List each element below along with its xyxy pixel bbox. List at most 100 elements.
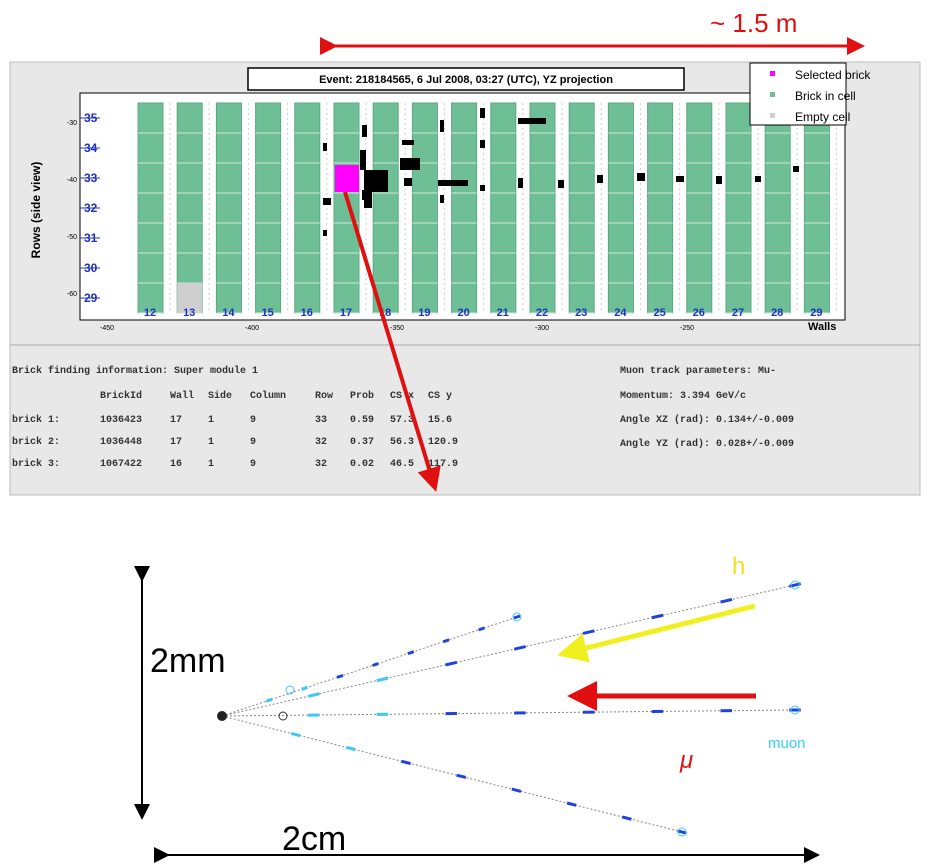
- table-cell: brick 1:: [12, 414, 60, 426]
- brick-column: [687, 103, 712, 313]
- y-tick-label: -30: [67, 120, 77, 127]
- wall-label: 13: [183, 307, 195, 319]
- y-axis-label: Rows (side view): [29, 162, 43, 259]
- table-cell: 15.6: [428, 415, 452, 426]
- wall-label: 22: [536, 307, 548, 319]
- brick-column: [726, 103, 751, 313]
- segment: [337, 675, 343, 677]
- wall-label: 19: [418, 307, 430, 319]
- wall-label: 20: [457, 307, 469, 319]
- brick-column: [452, 103, 477, 313]
- hit: [402, 140, 414, 145]
- table-cell: 1: [208, 437, 214, 448]
- brick-column: [569, 103, 594, 313]
- segment: [622, 817, 631, 819]
- hit: [518, 178, 523, 188]
- brick-column: [608, 103, 633, 313]
- brick-column: [177, 103, 202, 313]
- table-cell: 46.5: [390, 459, 414, 470]
- x-tick-label: -400: [245, 325, 259, 332]
- table-header: Row: [315, 391, 333, 402]
- segment: [346, 747, 355, 749]
- legend-label: Brick in cell: [795, 89, 856, 103]
- table-cell: 9: [250, 437, 256, 448]
- table-cell: 0.02: [350, 459, 374, 470]
- segment: [308, 694, 319, 697]
- selected-brick: [335, 165, 359, 192]
- brick-column: [530, 103, 555, 313]
- hit: [480, 108, 485, 118]
- y-tick-label: -60: [67, 291, 77, 298]
- segment: [457, 775, 466, 777]
- segment: [401, 761, 410, 763]
- hit: [755, 176, 761, 182]
- brick-column: [295, 103, 320, 313]
- hit: [323, 143, 327, 151]
- hit: [323, 198, 331, 205]
- legend-swatch: [770, 92, 775, 97]
- wall-label: 23: [575, 307, 587, 319]
- hit: [716, 176, 722, 184]
- wall-label: 27: [732, 307, 744, 319]
- table-cell: 17: [170, 415, 182, 426]
- hit: [438, 180, 468, 186]
- wall-label: 17: [340, 307, 352, 319]
- table-cell: 117.9: [428, 459, 458, 470]
- hit: [558, 180, 564, 188]
- x-tick-label: -300: [535, 325, 549, 332]
- hit: [440, 120, 444, 132]
- table-cell: 1036448: [100, 437, 142, 448]
- brick-column: [412, 103, 437, 313]
- segment: [291, 733, 300, 735]
- x-tick-label: -350: [390, 325, 404, 332]
- y-tick-label: -40: [67, 177, 77, 184]
- segment: [408, 652, 414, 654]
- segment: [302, 687, 308, 689]
- table-cell: 1036423: [100, 415, 142, 426]
- h-label: h: [732, 553, 745, 580]
- wall-label: 16: [301, 307, 313, 319]
- hit: [637, 173, 645, 181]
- segment: [372, 664, 378, 666]
- brick-column: [256, 103, 281, 313]
- scale-label: ~ 1.5 m: [710, 8, 797, 38]
- table-header: Wall: [170, 390, 194, 402]
- table-title: Brick finding information: Super module …: [12, 365, 258, 377]
- wall-label: 26: [693, 307, 705, 319]
- wall-label: 21: [497, 307, 509, 319]
- hit: [440, 195, 444, 203]
- table-cell: brick 3:: [12, 458, 60, 470]
- muon-label: muon: [768, 735, 806, 752]
- wall-label: 28: [771, 307, 783, 319]
- brick-column: [373, 103, 398, 313]
- x-axis-label: Walls: [808, 321, 836, 333]
- brick-column: [648, 103, 673, 313]
- table-cell: brick 2:: [12, 436, 60, 448]
- table-cell: 9: [250, 459, 256, 470]
- table-cell: 120.9: [428, 437, 458, 448]
- table-header: Side: [208, 390, 232, 402]
- wall-label: 24: [614, 307, 627, 319]
- brick-column: [765, 103, 790, 313]
- legend-label: Selected brick: [795, 68, 871, 82]
- table-header: Prob: [350, 390, 374, 402]
- muon-param: Angle XZ (rad): 0.134+/-0.009: [620, 414, 794, 426]
- muon-param: Momentum: 3.394 GeV/c: [620, 390, 746, 402]
- table-header: CS y: [428, 391, 452, 402]
- table-header: BrickId: [100, 390, 142, 402]
- hit: [362, 190, 372, 200]
- table-cell: 1067422: [100, 459, 142, 470]
- segment: [652, 615, 663, 618]
- brick-column: [491, 103, 516, 313]
- muon-title: Muon track parameters: Mu-: [620, 365, 776, 377]
- vertex-ring: [286, 686, 294, 694]
- segment: [479, 628, 485, 630]
- wall-label: 25: [653, 307, 665, 319]
- table-cell: 16: [170, 459, 182, 470]
- hit: [597, 175, 603, 183]
- hit: [364, 200, 372, 208]
- legend-label: Empty cell: [795, 110, 850, 124]
- brick-column: [138, 103, 163, 313]
- table-cell: 1: [208, 459, 214, 470]
- height-label: 2mm: [150, 642, 226, 680]
